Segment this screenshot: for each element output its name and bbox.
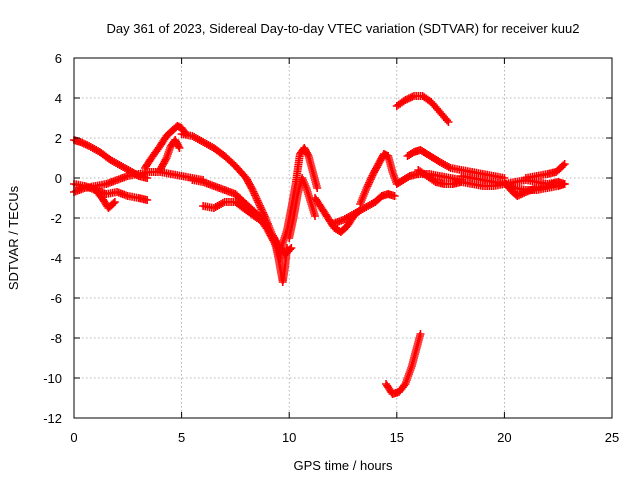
- data-point: [443, 116, 452, 125]
- y-axis-label: SDTVAR / TECUs: [6, 185, 21, 290]
- data-point: [253, 196, 262, 205]
- x-tick-label: 15: [390, 430, 404, 445]
- data-point: [303, 150, 312, 159]
- data-point: [311, 212, 320, 220]
- grid: [74, 58, 612, 418]
- data-point: [252, 194, 261, 203]
- data-point: [313, 184, 322, 192]
- chart-title: Day 361 of 2023, Sidereal Day-to-day VTE…: [106, 21, 579, 36]
- data-point: [416, 330, 425, 338]
- data-point: [367, 173, 376, 182]
- data-point: [218, 199, 227, 207]
- data-point: [248, 186, 257, 194]
- data-point: [261, 219, 270, 227]
- data-point: [110, 198, 119, 206]
- data-point: [259, 210, 268, 219]
- y-tick-label: -2: [50, 211, 62, 226]
- data-point: [257, 205, 266, 214]
- data-point: [259, 208, 268, 217]
- data-point: [175, 144, 184, 152]
- y-tick-label: -8: [50, 331, 62, 346]
- data-point: [250, 189, 259, 198]
- data-point: [161, 155, 170, 164]
- x-tick-label: 10: [282, 430, 296, 445]
- data-point: [255, 200, 264, 208]
- data-point: [365, 177, 374, 185]
- data-point: [560, 160, 569, 168]
- data-point: [174, 142, 183, 151]
- data-point: [256, 203, 265, 212]
- data-point: [251, 191, 260, 200]
- data-point: [255, 201, 264, 210]
- data-point: [362, 184, 371, 192]
- data-point: [444, 163, 453, 171]
- data-point: [109, 199, 118, 208]
- y-tick-label: 0: [55, 171, 62, 186]
- data-point: [444, 118, 453, 126]
- data-point: [254, 198, 263, 207]
- data-point: [366, 175, 375, 184]
- data-point: [390, 192, 399, 200]
- x-tick-label: 20: [497, 430, 511, 445]
- axis-ticks: 0 5 10 15 20 25 -12 -10 -8 -6 -4 -2 0 2 4 6: [43, 51, 619, 445]
- y-tick-label: -10: [43, 371, 62, 386]
- y-tick-label: -4: [50, 251, 62, 266]
- data-point: [559, 161, 568, 170]
- y-tick-label: 2: [55, 131, 62, 146]
- data-point: [251, 193, 260, 201]
- plot-frame: [73, 57, 613, 419]
- data-points: [70, 92, 569, 398]
- data-point: [143, 196, 152, 204]
- data-point: [249, 187, 258, 196]
- x-tick-label: 5: [178, 430, 185, 445]
- x-axis-label: GPS time / hours: [294, 458, 393, 473]
- data-point: [258, 207, 267, 215]
- data-point: [363, 182, 372, 191]
- data-point: [365, 178, 374, 187]
- data-point: [560, 180, 569, 188]
- y-tick-label: -12: [43, 411, 62, 426]
- x-tick-label: 0: [70, 430, 77, 445]
- x-tick-label: 25: [605, 430, 619, 445]
- y-tick-label: -6: [50, 291, 62, 306]
- y-tick-label: 6: [55, 51, 62, 66]
- data-point: [554, 178, 563, 186]
- y-tick-label: 4: [55, 91, 62, 106]
- data-point: [263, 220, 272, 228]
- data-point: [364, 180, 373, 189]
